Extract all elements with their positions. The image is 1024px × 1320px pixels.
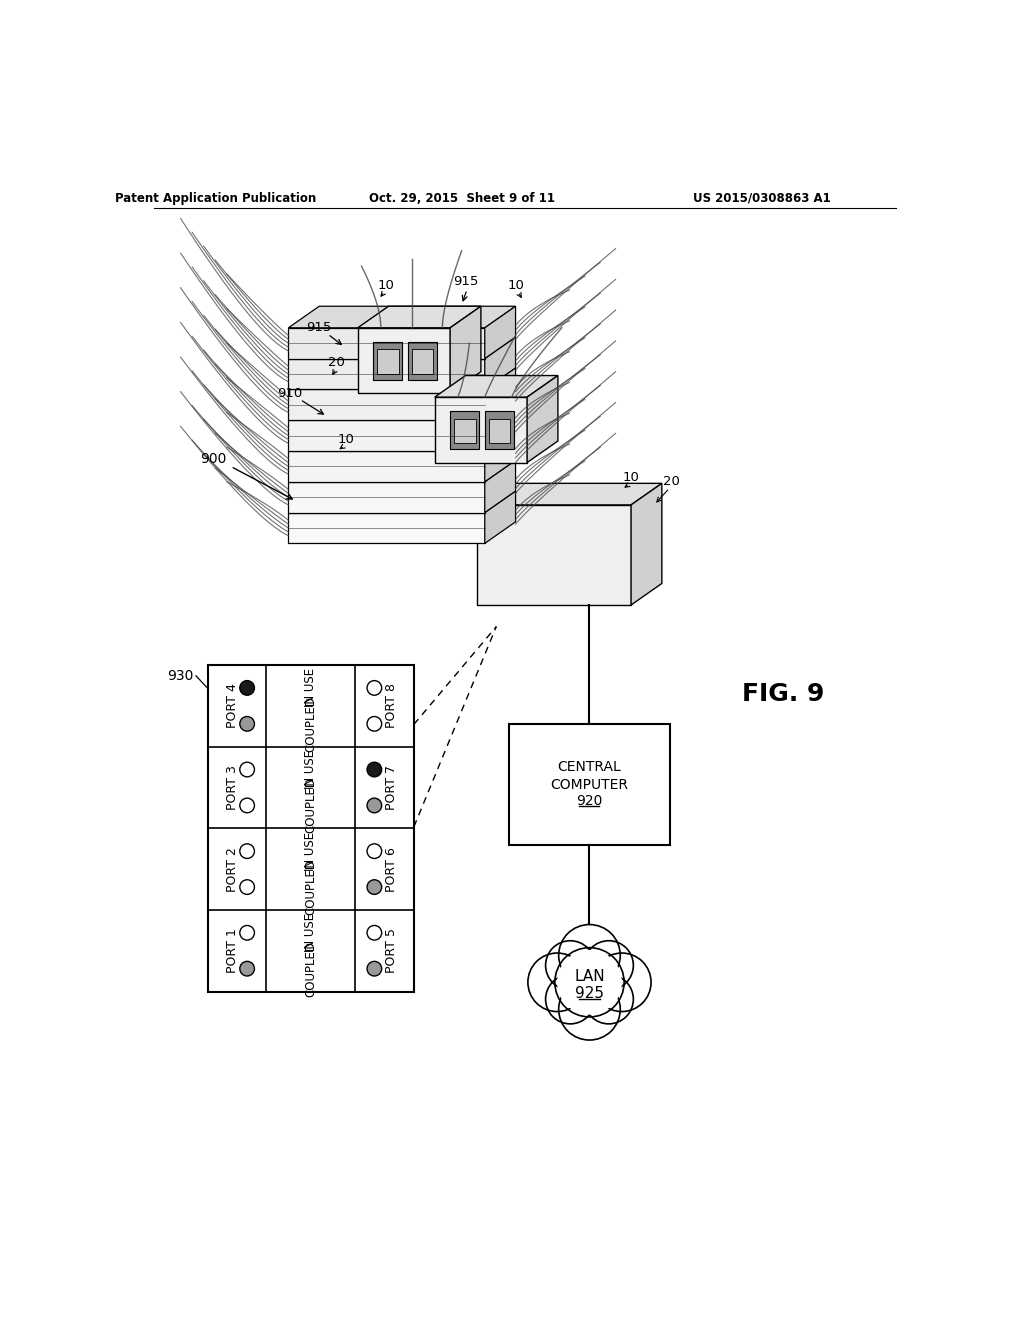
Bar bbox=[208, 665, 414, 991]
Text: IN USE: IN USE bbox=[304, 832, 317, 871]
Polygon shape bbox=[435, 397, 527, 462]
Polygon shape bbox=[289, 461, 515, 482]
Circle shape bbox=[367, 799, 382, 813]
Polygon shape bbox=[484, 491, 515, 544]
Circle shape bbox=[367, 879, 382, 895]
Circle shape bbox=[557, 950, 622, 1015]
Bar bbox=[408, 342, 437, 380]
Text: 900: 900 bbox=[201, 451, 227, 466]
Bar bbox=[377, 350, 398, 374]
Text: LAN: LAN bbox=[574, 969, 605, 983]
Text: PORT 8: PORT 8 bbox=[385, 684, 398, 729]
Text: PORT 6: PORT 6 bbox=[385, 846, 398, 891]
Circle shape bbox=[546, 941, 595, 990]
Circle shape bbox=[559, 924, 621, 986]
Circle shape bbox=[240, 681, 254, 696]
Text: COUPLED: COUPLED bbox=[304, 777, 317, 833]
Text: Oct. 29, 2015  Sheet 9 of 11: Oct. 29, 2015 Sheet 9 of 11 bbox=[369, 191, 555, 205]
Polygon shape bbox=[289, 429, 515, 451]
Circle shape bbox=[240, 717, 254, 731]
Polygon shape bbox=[527, 376, 558, 462]
Text: US 2015/0308863 A1: US 2015/0308863 A1 bbox=[693, 191, 830, 205]
Bar bbox=[412, 350, 433, 374]
Polygon shape bbox=[289, 368, 515, 389]
Polygon shape bbox=[289, 327, 484, 359]
Text: 10: 10 bbox=[378, 279, 394, 292]
Bar bbox=[451, 411, 479, 449]
Text: 910: 910 bbox=[278, 387, 302, 400]
Polygon shape bbox=[484, 461, 515, 512]
Bar bbox=[454, 418, 475, 444]
Polygon shape bbox=[477, 506, 631, 605]
Text: 925: 925 bbox=[575, 986, 604, 1001]
Polygon shape bbox=[484, 306, 515, 359]
Text: PORT 7: PORT 7 bbox=[385, 766, 398, 810]
Text: 10: 10 bbox=[623, 471, 640, 484]
Polygon shape bbox=[484, 399, 515, 451]
Bar bbox=[373, 342, 402, 380]
Circle shape bbox=[367, 762, 382, 777]
Polygon shape bbox=[289, 420, 484, 451]
Circle shape bbox=[555, 948, 625, 1016]
Text: 930: 930 bbox=[167, 669, 194, 682]
Text: 10: 10 bbox=[507, 279, 524, 292]
Text: 10: 10 bbox=[338, 433, 354, 446]
Polygon shape bbox=[357, 306, 481, 327]
Bar bbox=[484, 411, 514, 449]
Polygon shape bbox=[289, 389, 484, 420]
Bar bbox=[488, 418, 510, 444]
Circle shape bbox=[367, 961, 382, 975]
Text: PORT 4: PORT 4 bbox=[225, 684, 239, 729]
Polygon shape bbox=[289, 337, 515, 359]
Bar bbox=[509, 725, 670, 845]
Polygon shape bbox=[477, 483, 662, 506]
Text: 920: 920 bbox=[577, 793, 603, 808]
Polygon shape bbox=[289, 491, 515, 512]
Polygon shape bbox=[289, 482, 484, 512]
Text: 20: 20 bbox=[664, 475, 680, 488]
Circle shape bbox=[584, 974, 634, 1024]
Polygon shape bbox=[451, 306, 481, 393]
Circle shape bbox=[528, 953, 587, 1011]
Text: FIG. 9: FIG. 9 bbox=[742, 681, 824, 706]
Polygon shape bbox=[484, 337, 515, 389]
Polygon shape bbox=[289, 306, 515, 327]
Polygon shape bbox=[435, 376, 558, 397]
Text: IN USE: IN USE bbox=[304, 668, 317, 708]
Polygon shape bbox=[631, 483, 662, 605]
Polygon shape bbox=[289, 359, 484, 389]
Circle shape bbox=[559, 978, 621, 1040]
Polygon shape bbox=[357, 327, 451, 393]
Text: PORT 5: PORT 5 bbox=[385, 928, 398, 973]
Text: IN USE: IN USE bbox=[304, 913, 317, 952]
Circle shape bbox=[593, 953, 651, 1011]
Text: Patent Application Publication: Patent Application Publication bbox=[115, 191, 315, 205]
Text: 20: 20 bbox=[329, 356, 345, 370]
Text: 915: 915 bbox=[306, 321, 332, 334]
Text: PORT 3: PORT 3 bbox=[225, 766, 239, 810]
Text: COMPUTER: COMPUTER bbox=[551, 777, 629, 792]
Text: COUPLED: COUPLED bbox=[304, 696, 317, 752]
Text: IN USE: IN USE bbox=[304, 750, 317, 789]
Circle shape bbox=[584, 941, 634, 990]
Polygon shape bbox=[289, 451, 484, 482]
Text: 915: 915 bbox=[453, 275, 478, 288]
Text: COUPLED: COUPLED bbox=[304, 941, 317, 997]
Polygon shape bbox=[289, 399, 515, 420]
Polygon shape bbox=[289, 512, 484, 544]
Text: CENTRAL: CENTRAL bbox=[558, 760, 622, 774]
Circle shape bbox=[240, 961, 254, 975]
Text: PORT 2: PORT 2 bbox=[225, 846, 239, 891]
Text: PORT 1: PORT 1 bbox=[225, 928, 239, 973]
Polygon shape bbox=[484, 429, 515, 482]
Polygon shape bbox=[484, 368, 515, 420]
Circle shape bbox=[546, 974, 595, 1024]
Text: COUPLED: COUPLED bbox=[304, 859, 317, 915]
